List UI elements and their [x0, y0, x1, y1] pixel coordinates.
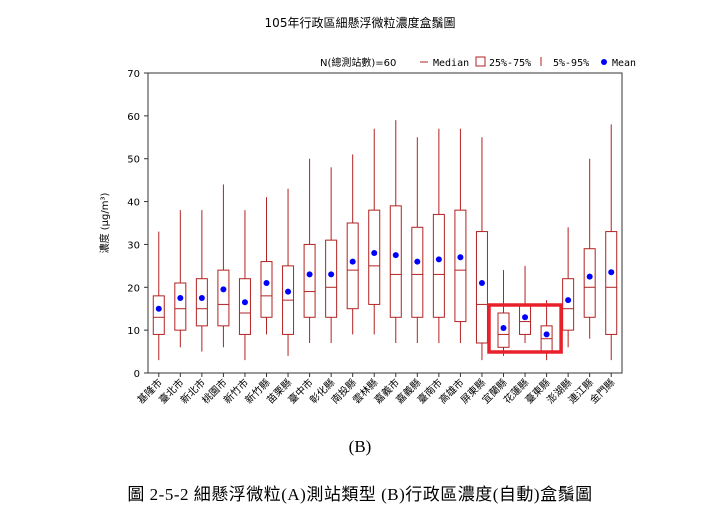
mean-dot: [500, 325, 507, 331]
mean-dot: [241, 299, 248, 306]
mean-dot: [220, 286, 227, 293]
mean-dot: [565, 297, 572, 304]
box-9: [346, 154, 359, 335]
y-tick-label: 30: [127, 240, 140, 251]
mean-dot: [543, 331, 550, 338]
legend-whisker-label: 5%-95%: [553, 58, 589, 69]
y-tick-label: 70: [127, 69, 140, 80]
box-iqr: [432, 213, 445, 318]
y-tick-label: 50: [127, 155, 140, 166]
mean-dot: [392, 252, 399, 259]
mean-dot: [285, 288, 292, 295]
box-4: [238, 210, 251, 361]
y-tick-label: 20: [127, 283, 140, 294]
box-iqr: [174, 282, 187, 331]
box-19: [562, 227, 575, 348]
box-7: [303, 158, 316, 343]
box-iqr: [346, 222, 359, 310]
box-3: [217, 184, 230, 348]
box-iqr: [238, 278, 251, 335]
box-iqr: [454, 209, 467, 323]
box-10: [368, 128, 381, 335]
legend-mean-label: Mean: [612, 58, 636, 69]
y-tick-label: 40: [127, 198, 140, 209]
chart-title: 105年行政區細懸浮微粒濃度盒鬚圖: [264, 16, 456, 30]
x-tick-label: 金門縣: [587, 376, 617, 406]
box-16: [497, 270, 510, 356]
box-iqr: [260, 261, 273, 318]
box-21: [605, 124, 618, 361]
mean-dot: [435, 256, 442, 263]
box-iqr: [195, 278, 208, 327]
mean-dot: [586, 273, 593, 280]
figure-caption: 圖 2-5-2 細懸浮微粒(A)測站類型 (B)行政區濃度(自動)盒鬚圖: [127, 485, 593, 504]
box-iqr: [217, 269, 230, 327]
panel-label: (B): [348, 437, 372, 456]
box-6: [282, 188, 295, 356]
mean-dot: [414, 258, 421, 265]
mean-dot: [155, 305, 162, 312]
legend-median-label: Median: [433, 58, 469, 69]
box-0: [152, 231, 165, 361]
mean-dot: [263, 280, 270, 286]
mean-dot: [457, 254, 464, 261]
legend-mean-symbol: [601, 59, 607, 65]
y-tick-label: 60: [127, 112, 140, 123]
box-iqr: [605, 231, 618, 335]
box-iqr: [562, 278, 575, 331]
mean-dot: [478, 280, 485, 286]
box-iqr: [325, 239, 338, 318]
y-tick-label: 10: [127, 326, 140, 337]
mean-dot: [349, 258, 356, 265]
box-iqr: [389, 205, 402, 318]
box-iqr: [303, 243, 316, 318]
mean-dot: [608, 269, 615, 276]
box-13: [432, 128, 445, 343]
highlight-frame: [487, 303, 563, 354]
box-20: [583, 158, 596, 339]
box-5: [260, 197, 273, 335]
plot-frame: [147, 72, 623, 374]
legend-box-label: 25%-75%: [489, 58, 531, 69]
box-1: [174, 210, 187, 348]
box-iqr: [411, 226, 424, 318]
box-iqr: [583, 248, 596, 318]
box-11: [389, 120, 402, 343]
box-15: [475, 137, 488, 361]
y-axis-label: 濃度 (μg/m³): [98, 192, 111, 253]
box-8: [325, 167, 338, 343]
box-iqr: [152, 295, 165, 335]
mean-dot: [522, 314, 529, 321]
legend-box-symbol: [475, 56, 486, 67]
mean-dot: [198, 295, 205, 301]
legend-note: N(總測站數)=60: [320, 56, 396, 69]
mean-dot: [306, 271, 313, 278]
legend: N(總測站數)=60 Median 25%-75% 5%-95% Mean: [320, 56, 636, 69]
mean-dot: [371, 250, 378, 256]
box-12: [411, 137, 424, 343]
box-iqr: [475, 231, 488, 344]
mean-dot: [177, 295, 184, 301]
box-2: [195, 210, 208, 352]
mean-dot: [328, 271, 335, 278]
box-iqr: [368, 209, 381, 305]
y-tick-label: 0: [134, 369, 140, 380]
box-14: [454, 128, 467, 343]
